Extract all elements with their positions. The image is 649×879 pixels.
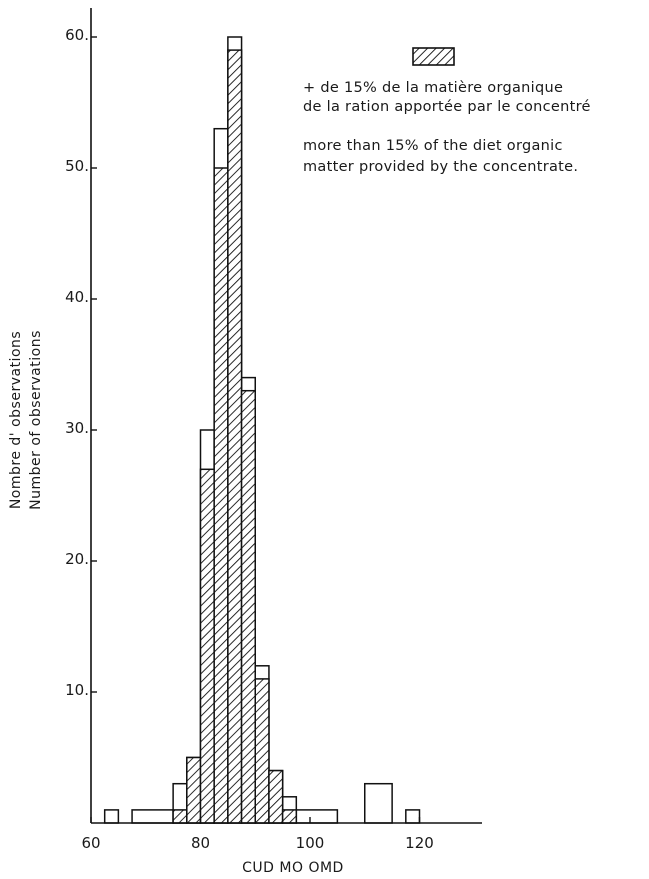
y-tick-label-10: 10.	[65, 681, 89, 699]
bar-concentrate-90-92.5	[254, 678, 270, 824]
legend-text-fr-line-2: de la ration apportée par le concentré	[303, 99, 591, 115]
y-axis-title-line-fr: Nombre d' observations	[8, 331, 24, 509]
legend-text-en-line-1: more than 15% of the diet organic	[303, 138, 563, 154]
legend-text-en-line-2: matter provided by the concentrate.	[303, 159, 578, 175]
legend-hatched-swatch	[412, 47, 455, 66]
concentrate-observation-bars	[172, 49, 298, 824]
y-axis-title-line-en: Number of observations	[28, 330, 44, 510]
bar-concentrate-85-87.5	[227, 49, 243, 824]
legend: + de 15% de la matière organique de la r…	[303, 47, 591, 175]
bar-concentrate-77.5-80	[186, 756, 202, 824]
y-tick-label-50: 50.	[65, 157, 89, 175]
y-axis-title: Nombre d' observations Number of observa…	[8, 330, 44, 510]
bar-total-110-115	[364, 782, 393, 824]
bar-total-67.5-75	[131, 809, 174, 824]
bar-total-62.5-65	[103, 809, 120, 824]
x-tick-label-100: 100	[296, 834, 325, 852]
bar-concentrate-82.5-85	[213, 167, 229, 824]
x-axis-ticks: 60 80 100 120	[81, 817, 434, 852]
y-axis-ticks: 10. 20. 30. 40. 50. 60.	[65, 26, 97, 699]
bar-concentrate-87.5-90	[240, 389, 256, 824]
x-tick-label-120: 120	[405, 834, 434, 852]
y-tick-label-60: 60.	[65, 26, 89, 44]
bar-concentrate-95-97.5	[281, 809, 298, 824]
bar-concentrate-75-77.5	[172, 809, 188, 824]
x-axis-title: CUD MO OMD	[242, 860, 344, 876]
bar-total-117.5-120	[405, 809, 421, 824]
x-tick-label-60: 60	[81, 834, 100, 852]
legend-text-fr-line-1: + de 15% de la matière organique	[303, 80, 563, 96]
bar-concentrate-92.5-95	[268, 769, 284, 824]
y-tick-label-40: 40.	[65, 288, 89, 306]
bar-concentrate-80-82.5	[199, 468, 215, 824]
x-tick-label-80: 80	[191, 834, 210, 852]
bar-total-97.5-105	[295, 809, 339, 824]
y-tick-label-20: 20.	[65, 550, 89, 568]
y-tick-label-30: 30.	[65, 419, 89, 437]
